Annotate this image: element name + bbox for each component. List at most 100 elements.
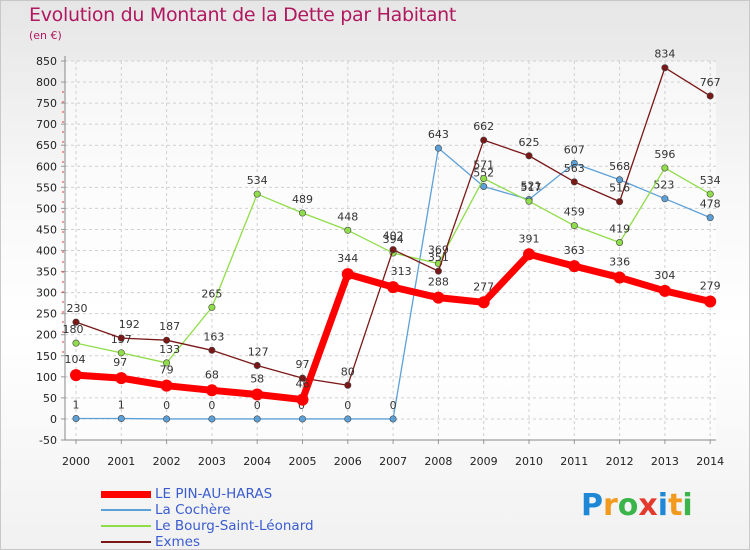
data-label: 625: [519, 136, 540, 149]
data-point: [70, 369, 82, 382]
data-point: [344, 381, 352, 389]
y-tick-label: 150: [36, 350, 57, 363]
x-tick-label: 2011: [560, 455, 588, 468]
data-point: [661, 64, 669, 72]
chart-title: Evolution du Montant de la Dette par Hab…: [29, 4, 457, 26]
legend-swatch: [101, 509, 151, 511]
data-point: [525, 197, 533, 205]
data-point: [480, 174, 488, 182]
data-point: [570, 159, 578, 167]
data-label: 0: [208, 399, 215, 412]
data-point: [163, 415, 171, 423]
data-point: [704, 295, 717, 308]
chart-unit-subtitle: (en €): [29, 29, 62, 42]
data-point: [480, 136, 488, 144]
x-tick-label: 2012: [606, 455, 634, 468]
legend-label: La Cochère: [155, 502, 231, 518]
data-label: 363: [564, 244, 585, 257]
y-tick-label: -50: [39, 434, 57, 447]
data-point: [72, 339, 80, 347]
legend-swatch: [101, 490, 151, 498]
y-tick-label: 450: [36, 223, 57, 236]
data-label: 834: [654, 48, 675, 61]
data-point: [163, 336, 171, 344]
logo-letter: i: [682, 488, 693, 523]
data-point: [570, 178, 578, 186]
data-label: 1: [73, 399, 80, 412]
y-tick-label: 850: [36, 55, 57, 68]
y-tick-label: 200: [36, 329, 57, 342]
legend-item: Le Bourg-Saint-Léonard: [101, 518, 314, 534]
y-tick-label: 250: [36, 308, 57, 321]
data-point: [389, 415, 397, 423]
y-tick-label: 400: [36, 245, 57, 258]
data-label: 288: [428, 276, 449, 289]
data-point: [344, 226, 352, 234]
x-tick-label: 2009: [470, 455, 498, 468]
data-label: 517: [521, 181, 542, 194]
data-point: [568, 260, 581, 273]
data-label: 1: [118, 399, 125, 412]
x-tick-label: 2013: [651, 455, 679, 468]
data-point: [344, 415, 352, 423]
data-label: 402: [383, 230, 404, 243]
data-label: 133: [159, 343, 180, 356]
proxiti-logo: Proxiti: [581, 488, 693, 523]
data-label: 192: [119, 318, 140, 331]
legend-swatch: [101, 541, 151, 543]
data-point: [208, 346, 216, 354]
x-tick-label: 2008: [424, 455, 452, 468]
data-point: [434, 267, 442, 275]
data-point: [341, 268, 354, 281]
data-label: 489: [292, 193, 313, 206]
data-label: 552: [473, 166, 494, 179]
logo-letter: i: [657, 488, 669, 523]
data-label: 662: [473, 120, 494, 133]
data-label: 265: [201, 287, 222, 300]
legend-swatch: [101, 525, 151, 527]
data-label: 187: [159, 320, 180, 333]
data-point: [525, 152, 533, 160]
data-label: 79: [160, 364, 174, 377]
data-point: [434, 144, 442, 152]
x-tick-label: 2006: [334, 455, 362, 468]
data-label: 521: [521, 180, 542, 193]
y-tick-label: 600: [36, 160, 57, 173]
data-point: [163, 359, 171, 367]
data-point: [298, 374, 306, 382]
series-le-pin-au-haras: 104 97 79 68 58 46 344 313 288 277 391 363 336 304 279: [65, 232, 721, 406]
series-exmes: 230 192 187 163 127 97 80 402 351 662 625 563 516 834…: [67, 48, 721, 389]
y-tick-label: 750: [36, 97, 57, 110]
data-label: 369: [428, 244, 449, 257]
data-point: [432, 291, 445, 304]
data-point: [616, 198, 624, 206]
data-point: [706, 92, 714, 100]
data-label: 0: [390, 399, 397, 412]
data-label: 523: [653, 179, 674, 192]
x-tick-label: 2001: [107, 455, 135, 468]
data-label: 336: [609, 255, 630, 268]
data-label: 97: [113, 356, 127, 369]
data-point: [115, 372, 128, 385]
data-label: 643: [428, 128, 449, 141]
data-label: 607: [564, 143, 585, 156]
y-tick-label: 300: [36, 287, 57, 300]
y-tick-label: 0: [50, 413, 57, 426]
x-tick-label: 2007: [379, 455, 407, 468]
chart-legend: LE PIN-AU-HARAS La Cochère Le Bourg-Saint-…: [101, 486, 314, 550]
y-tick-label: 100: [36, 371, 57, 384]
data-label: 104: [65, 353, 86, 366]
data-label: 344: [337, 252, 358, 265]
data-label: 230: [67, 302, 88, 315]
data-label: 0: [163, 399, 170, 412]
data-label: 313: [391, 265, 412, 278]
data-point: [477, 296, 490, 309]
x-tick-label: 2002: [153, 455, 181, 468]
x-tick-label: 2003: [198, 455, 226, 468]
series-le-bourg-saint-l-onard: 1801571332655344894483943695715174594195…: [63, 148, 721, 367]
data-label: 534: [700, 174, 721, 187]
y-tick-label: 700: [36, 118, 57, 131]
data-label: 46: [296, 378, 310, 391]
